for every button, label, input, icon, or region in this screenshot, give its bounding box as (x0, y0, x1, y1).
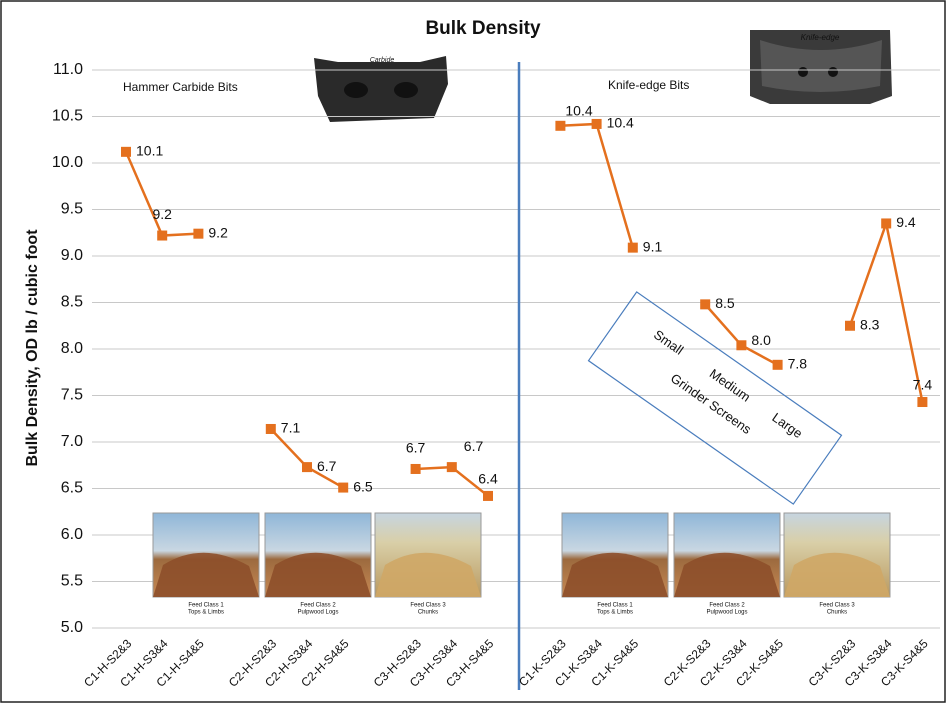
photo-caption: Feed Class 2 (709, 603, 745, 609)
y-tick-label: 6.0 (61, 526, 83, 543)
data-label: 8.5 (715, 295, 735, 311)
tool-label: Knife-edge (801, 33, 840, 42)
wood-pile (562, 552, 668, 597)
wood-pile (784, 552, 890, 597)
carbide-image (314, 56, 448, 122)
y-tick-label: 9.0 (61, 247, 83, 264)
photo-caption: Chunks (418, 610, 438, 616)
y-tick-label: 9.5 (61, 201, 83, 218)
data-label: 9.4 (896, 214, 916, 230)
data-label: 6.7 (406, 440, 426, 456)
y-tick-label: 7.0 (61, 433, 83, 450)
photo-caption: Feed Class 1 (188, 603, 224, 609)
marker (881, 218, 892, 229)
data-label: 9.1 (643, 238, 663, 254)
data-label: 6.7 (464, 438, 484, 454)
photo-caption: Feed Class 3 (819, 603, 855, 609)
marker (845, 320, 855, 331)
data-label: 6.5 (353, 478, 373, 494)
data-label: 8.3 (860, 316, 880, 332)
data-label: 10.4 (565, 103, 592, 119)
knife-hole (798, 67, 808, 77)
photo-caption: Feed Class 2 (300, 603, 336, 609)
chart-title: Bulk Density (425, 18, 541, 39)
y-tick-label: 8.0 (61, 340, 83, 357)
photo-caption: Pulpwood Logs (297, 610, 338, 616)
data-label: 7.4 (913, 377, 933, 393)
y-tick-label: 8.5 (61, 294, 83, 311)
marker (700, 299, 711, 310)
y-tick-label: 5.5 (61, 573, 83, 590)
screen-box-outline (587, 291, 843, 505)
wood-pile (265, 552, 371, 597)
y-tick-label: 6.5 (61, 480, 83, 497)
marker (302, 462, 312, 473)
marker (265, 423, 276, 434)
marker (917, 397, 928, 408)
y-tick-label: 10.0 (52, 154, 83, 171)
marker (627, 242, 638, 253)
data-label: 9.2 (208, 224, 228, 240)
data-label: 10.4 (607, 115, 634, 131)
marker (555, 120, 566, 131)
group-label: Hammer Carbide Bits (123, 80, 238, 94)
wood-pile (375, 552, 481, 597)
y-axis-label: Bulk Density, OD lb / cubic foot (24, 229, 41, 467)
wood-pile (153, 552, 259, 597)
data-label: 6.4 (478, 471, 498, 487)
marker (772, 359, 783, 370)
tool-images (314, 30, 892, 122)
group-label: Knife-edge Bits (608, 78, 689, 92)
y-tick-label: 7.5 (61, 387, 83, 404)
carbide-hole (344, 82, 368, 98)
y-tick-label: 5.0 (61, 619, 83, 636)
marker (121, 146, 131, 157)
y-tick-label: 11.0 (53, 61, 83, 78)
data-label: 9.2 (152, 206, 172, 222)
data-label: 10.1 (136, 143, 163, 159)
photo-caption: Pulpwood Logs (706, 610, 747, 616)
data-label: 7.8 (788, 356, 808, 372)
marker (446, 462, 457, 473)
marker (483, 490, 493, 501)
y-tick-label: 10.5 (52, 108, 83, 125)
data-label: 7.1 (281, 420, 301, 436)
marker (157, 230, 168, 241)
marker (591, 118, 602, 129)
photo-caption: Feed Class 1 (597, 603, 633, 609)
data-label: 8.0 (751, 332, 771, 348)
photo-caption: Chunks (827, 610, 847, 616)
marker (736, 340, 747, 351)
data-label: 6.7 (317, 458, 337, 474)
photo-caption: Tops & Limbs (597, 610, 633, 616)
photo-caption: Tops & Limbs (188, 610, 224, 616)
carbide-hole (394, 82, 418, 98)
marker (410, 463, 421, 474)
photo-caption: Feed Class 3 (410, 603, 446, 609)
tool-label: Carbide (370, 57, 395, 64)
marker (193, 228, 204, 239)
knife-face (760, 40, 882, 92)
knife-hole (828, 67, 838, 77)
marker (338, 482, 349, 493)
wood-pile (674, 552, 780, 597)
